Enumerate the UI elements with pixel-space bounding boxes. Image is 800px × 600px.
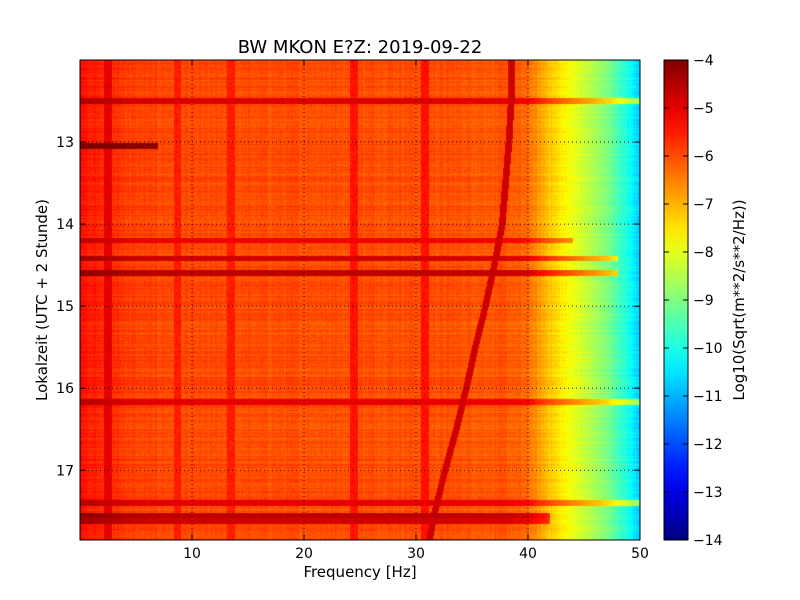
- y-tick-label: 15: [56, 299, 74, 315]
- heatmap-image: [80, 60, 640, 540]
- x-axis-label: Frequency [Hz]: [303, 563, 416, 581]
- y-tick-label: 16: [56, 381, 74, 397]
- colorbar-tick-label: −7: [693, 197, 714, 213]
- colorbar-ticks: −4 −5 −6 −7 −8 −9 −10 −11 −12 −13 −14: [664, 53, 723, 549]
- y-tick-label: 13: [56, 135, 74, 151]
- colorbar-tick-label: −8: [693, 245, 714, 261]
- x-tick-label: 50: [631, 546, 649, 562]
- colorbar-tick-label: −14: [693, 533, 723, 549]
- colorbar-tick-label: −9: [693, 293, 714, 309]
- colorbar-label: Log10(Sqrt(m**2/s**2/Hz)): [730, 199, 748, 400]
- x-tick-label: 40: [519, 546, 537, 562]
- x-tick-label: 20: [295, 546, 313, 562]
- chart-title: BW MKON E?Z: 2019-09-22: [238, 37, 483, 58]
- plot-frame: [79, 59, 641, 541]
- x-axis-ticks: 10 20 30 40 50: [183, 60, 649, 562]
- x-tick-label: 10: [183, 546, 201, 562]
- colorbar-tick-label: −10: [693, 341, 723, 357]
- colorbar-tick-label: −12: [693, 437, 723, 453]
- y-tick-label: 17: [56, 463, 74, 479]
- spectrogram-cells: [80, 60, 640, 540]
- y-axis-ticks: 13 14 15 16 17: [56, 135, 640, 479]
- colorbar-tick-label: −11: [693, 389, 723, 405]
- colorbar-tick-label: −13: [693, 485, 723, 501]
- y-axis-label: Lokalzeit (UTC + 2 Stunde): [33, 199, 51, 401]
- colorbar-tick-label: −5: [693, 101, 714, 117]
- x-tick-label: 30: [407, 546, 425, 562]
- colorbar-tick-label: −6: [693, 149, 714, 165]
- y-tick-label: 14: [56, 217, 74, 233]
- colorbar-tick-label: −4: [693, 53, 714, 69]
